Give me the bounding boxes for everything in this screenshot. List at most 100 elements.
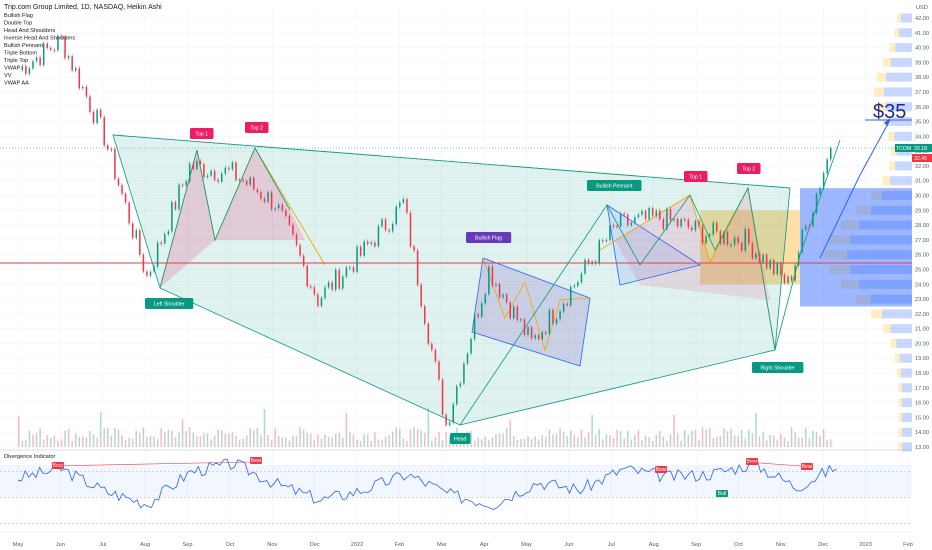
- divergence-badge: [801, 463, 813, 470]
- divergence-badge-text: Bear: [251, 458, 262, 464]
- price-tick-label: 20.00: [915, 341, 929, 347]
- indicator-item[interactable]: VV: [4, 73, 12, 79]
- pattern-label-text: Top 2: [742, 167, 755, 173]
- price-tick-label: 33.00: [915, 149, 929, 155]
- price-tick-label: 38.00: [915, 75, 929, 81]
- time-axis[interactable]: May Jun Jul Aug Sep Oct Nov Dec 2022 Feb Mar Apr May…: [0, 531, 913, 548]
- price-tick-label: 26.00: [915, 253, 929, 259]
- price-tick-label: 34.00: [915, 134, 929, 140]
- price-tick-label: 22.00: [915, 312, 929, 318]
- time-tick-label: Feb: [395, 542, 405, 548]
- pattern-label-text: Head: [454, 437, 467, 443]
- pattern-label-badge: [145, 298, 194, 309]
- indicator-item[interactable]: VWAP: [4, 66, 21, 72]
- price-tick-label: 40.00: [915, 46, 929, 52]
- pattern-label-badge: [752, 362, 804, 373]
- symbol-tag-text: TCOM: [896, 146, 911, 152]
- divergence-badge: [52, 462, 64, 469]
- time-tick-label: Apr: [480, 542, 489, 548]
- price-axis[interactable]: 42.00 41.00 40.00 39.00 38.00 37.00 36.00 35.00…: [912, 0, 932, 550]
- time-tick-label: Jun: [564, 542, 573, 548]
- price-tick-label: 37.00: [915, 90, 929, 96]
- price-tick-label: 25.00: [915, 267, 929, 273]
- time-tick-label: Dec: [310, 542, 320, 548]
- indicator-item[interactable]: Triple Top: [4, 58, 28, 64]
- price-tick-label: 28.00: [915, 223, 929, 229]
- indicator-item[interactable]: Inverse Head And Shoulders: [4, 36, 75, 42]
- time-tick-label: May: [521, 542, 532, 548]
- price-tick-label: 15.00: [915, 415, 929, 421]
- time-tick-label: Aug: [140, 542, 150, 548]
- price-tick-label: 36.00: [915, 105, 929, 111]
- indicator-item[interactable]: VWAP AA: [4, 81, 29, 87]
- divergence-badge: [716, 490, 728, 497]
- pattern-label-badge: [466, 232, 512, 243]
- price-tick-label: 41.00: [915, 31, 929, 37]
- time-tick-label: Oct: [734, 542, 743, 548]
- oscillator-title: Divergence Indicator: [4, 454, 55, 460]
- price-tick-label: 13.00: [915, 445, 929, 451]
- level-price-tag: [912, 154, 932, 162]
- pattern-label-text: Top 1: [195, 132, 208, 138]
- oscillator-line: [17, 458, 837, 510]
- time-tick-label: Feb: [903, 542, 913, 548]
- pattern-label-text: Top 2: [250, 126, 263, 132]
- divergence-badge-text: Bear: [747, 459, 758, 465]
- pattern-label-badge: [684, 171, 708, 182]
- target-label: $35: [873, 101, 906, 123]
- time-tick-label: Jun: [56, 542, 65, 548]
- time-tick-label: 2022: [351, 542, 363, 548]
- time-tick-label: 2023: [859, 542, 871, 548]
- pattern-label-badge: [737, 163, 761, 174]
- indicator-item[interactable]: Bullish Flag: [4, 13, 33, 19]
- pattern-labels: Top 1 Top 2 Left Shoulder Head Right Shoulde…: [145, 122, 804, 444]
- time-tick-label: Mar: [437, 542, 447, 548]
- time-tick-label: Sep: [183, 542, 193, 548]
- price-tick-label: 32.00: [915, 164, 929, 170]
- chart-title: Trip.com Group Limited, 1D, NASDAQ, Heik…: [4, 4, 162, 11]
- price-tick-label: 29.00: [915, 208, 929, 214]
- price-tick-label: 39.00: [915, 60, 929, 66]
- price-tick-label: 42.00: [915, 16, 929, 22]
- time-tick-label: Aug: [649, 542, 659, 548]
- divergence-badge-text: Bear: [802, 464, 813, 470]
- pattern-label-badge: [587, 180, 642, 191]
- last-price-tag: [912, 144, 932, 152]
- indicator-item[interactable]: Double Top: [4, 21, 32, 27]
- divergence-badge-text: Bear: [656, 467, 667, 473]
- pattern-label-badge: [245, 122, 269, 133]
- price-tick-label: 14.00: [915, 430, 929, 436]
- time-tick-label: May: [13, 542, 24, 548]
- pattern-label-text: Left Shoulder: [154, 302, 185, 308]
- price-tick-label: 30.00: [915, 194, 929, 200]
- time-tick-label: Jul: [99, 542, 106, 548]
- time-tick-label: Jul: [608, 542, 615, 548]
- pattern-label-text: Top 1: [689, 175, 702, 181]
- pattern-label-text: Bullish Pennant: [596, 184, 633, 190]
- time-tick-label: Dec: [818, 542, 828, 548]
- price-tick-label: 18.00: [915, 371, 929, 377]
- price-series: [21, 33, 832, 427]
- symbol-tag: [895, 144, 912, 152]
- price-tick-label: 16.00: [915, 401, 929, 407]
- price-tick-label: 31.00: [915, 179, 929, 185]
- level-price-text: 32.45: [914, 156, 927, 162]
- divergence-badge: [655, 466, 667, 473]
- divergence-badge: [250, 457, 262, 464]
- pattern-label-text: Right Shoulder: [761, 366, 796, 372]
- price-tick-label: 17.00: [915, 386, 929, 392]
- indicator-item[interactable]: Head And Shoulders: [4, 28, 56, 34]
- price-tick-label: 24.00: [915, 282, 929, 288]
- time-tick-label: Oct: [226, 542, 235, 548]
- time-tick-label: Sep: [691, 542, 701, 548]
- price-tick-label: 21.00: [915, 327, 929, 333]
- price-tick-label: 35.00: [915, 120, 929, 126]
- indicator-item[interactable]: Triple Bottom: [4, 51, 37, 57]
- divergence-badge-text: Bull: [718, 491, 727, 497]
- indicator-item[interactable]: Bullish Pennant: [4, 43, 43, 49]
- divergence-badge: [746, 458, 758, 465]
- price-tick-label: 19.00: [915, 356, 929, 362]
- currency-label: USD: [916, 5, 928, 11]
